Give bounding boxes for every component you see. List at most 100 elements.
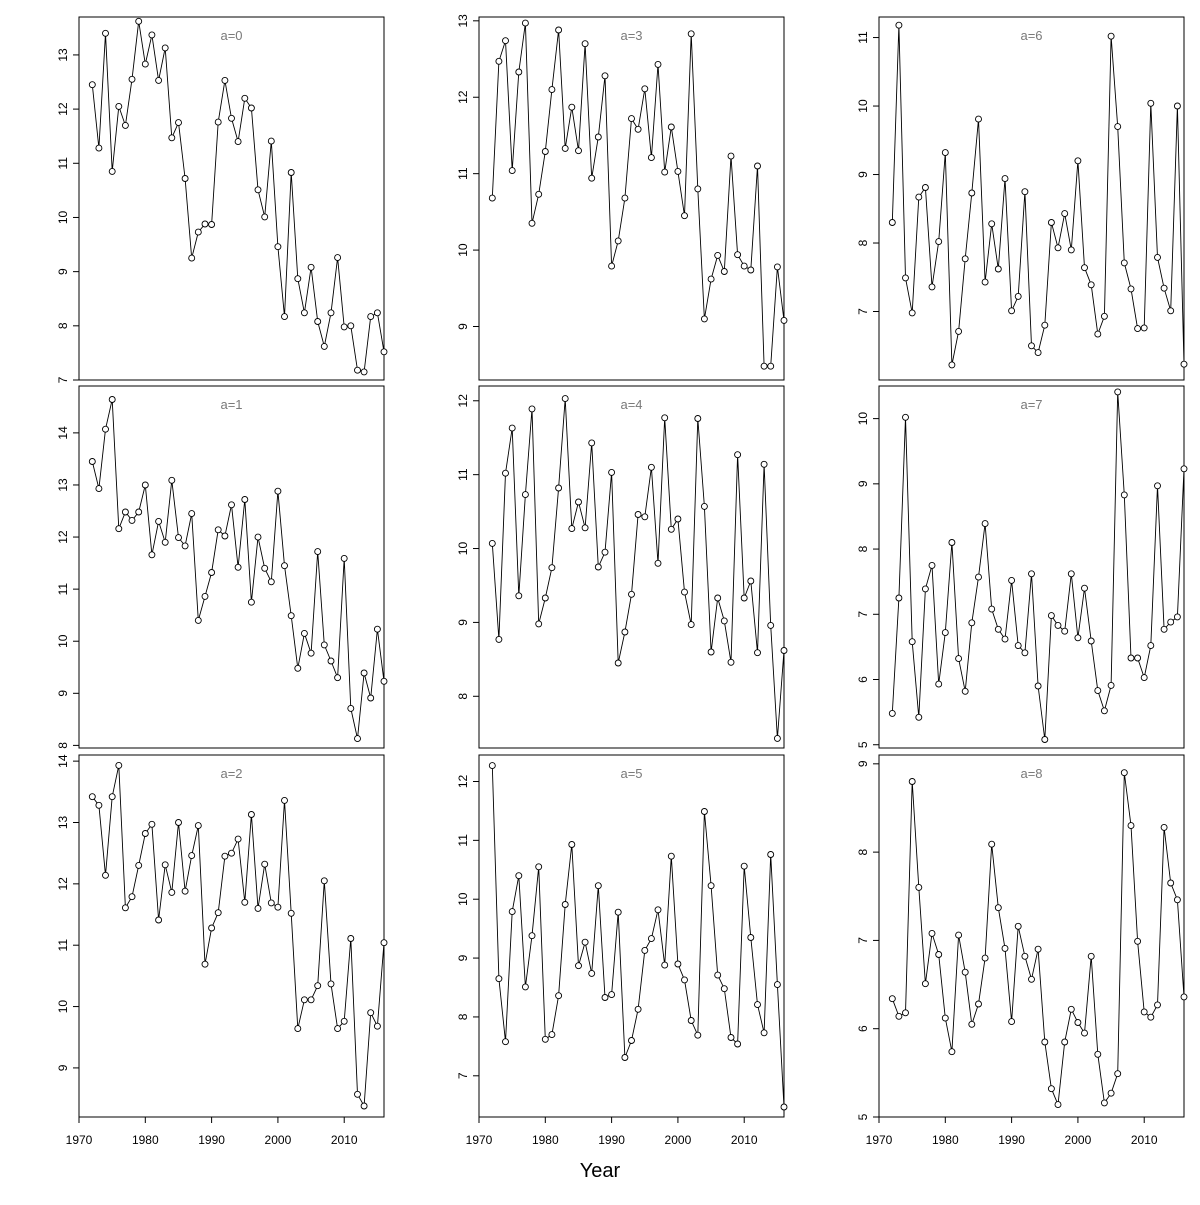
data-point [95,485,103,493]
data-point [281,562,288,570]
panel-title: a=6 [1020,28,1042,43]
data-point [1140,324,1148,332]
data-point [267,137,275,145]
data-point [1154,253,1161,261]
y-tick-label: 8 [856,239,870,246]
data-point [508,908,516,916]
data-point [188,510,196,518]
data-point [1047,612,1055,620]
data-point [760,460,768,468]
y-axis: 8 9 10 11 12 [456,394,479,700]
data-point [247,811,255,818]
data-point [1074,1019,1082,1026]
y-tick-label: 10 [456,542,470,556]
data-point [307,996,315,1004]
panel-a-4: a=4 8 9 10 11 12 [456,385,788,749]
data-point [1041,321,1049,329]
y-tick-label: 11 [56,583,70,596]
y-axis: 9 10 11 12 13 [456,14,479,330]
data-point [895,21,903,29]
data-point [95,801,103,809]
data-point [208,569,216,576]
data-point [734,251,742,259]
data-point [121,121,129,129]
panel-a-1: a=1 8 9 10 11 12 13 14 [56,385,388,749]
data-point [667,123,675,131]
data-point [687,1017,695,1024]
data-point [535,863,543,871]
data-point [1074,157,1082,165]
data-point [681,212,688,220]
data-point [300,629,308,637]
y-tick-label: 7 [856,937,870,944]
data-point [928,561,936,569]
data-point [221,852,229,860]
data-point [760,1029,768,1037]
data-point [194,822,202,830]
data-point [681,588,688,596]
y-tick-label: 12 [456,90,470,104]
data-point [148,551,156,559]
data-point [347,322,355,330]
data-point [108,793,116,801]
data-point [354,735,361,743]
data-point [968,619,976,627]
data-point [1160,284,1168,292]
y-tick-label: 12 [456,774,470,788]
x-tick-label: 1990 [598,1133,625,1147]
data-point [1028,975,1035,983]
panel-title: a=2 [220,766,242,781]
data-point [968,189,976,197]
data-point [948,361,956,369]
data-point [287,169,295,176]
data-point [1087,281,1095,289]
y-tick-label: 8 [856,545,870,552]
data-point [594,133,602,141]
data-point [340,554,348,562]
data-point [941,629,949,637]
data-point [734,1040,742,1048]
data-point [155,916,163,924]
data-point [221,76,229,84]
data-point [141,60,149,68]
x-tick-label: 2010 [331,1133,358,1147]
data-point [1047,219,1055,226]
data-point [201,592,209,600]
data-point [320,342,328,350]
data-point [1173,102,1181,110]
y-tick-label: 11 [856,31,870,44]
data-point [928,283,936,291]
data-point [515,592,523,600]
data-point [661,168,669,176]
data-point [568,525,576,533]
data-point [234,835,242,843]
data-point [1180,465,1188,473]
data-point [347,935,355,942]
data-point [294,664,302,672]
data-point [1147,99,1155,107]
x-tick-label: 2000 [665,1133,692,1147]
data-point [1028,342,1035,350]
x-tick-label: 2010 [1131,1133,1158,1147]
data-point [601,548,609,556]
data-point [674,167,682,175]
data-point [915,713,923,721]
data-point [161,861,169,869]
data-point [1067,1005,1075,1013]
data-point [95,144,103,152]
data-point [354,366,361,374]
data-point [314,982,322,990]
x-tick-label: 2000 [265,1133,292,1147]
data-point [555,26,563,34]
data-point [1120,259,1128,267]
data-point [754,162,761,170]
data-point [148,31,156,39]
panel-a-5: a=5 7 8 9 10 11 12 1970 1980 1990 2000 2010 [456,754,788,1147]
data-point [720,985,728,993]
data-point [108,396,116,403]
data-point [614,237,622,245]
data-point [561,144,569,152]
data-point [535,190,543,198]
y-tick-label: 6 [856,1025,870,1032]
data-point [354,1090,361,1098]
